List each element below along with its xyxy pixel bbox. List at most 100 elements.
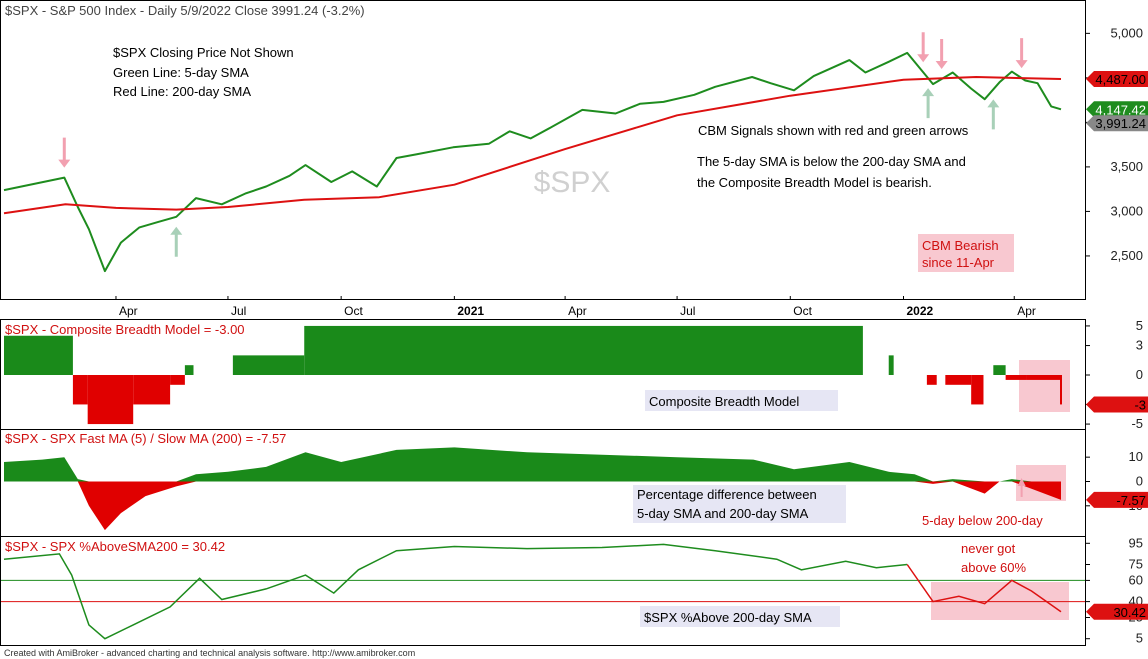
price-panel-title: $SPX - S&P 500 Index - Daily 5/9/2022 Cl…	[5, 3, 365, 18]
badge-pct-above-label: 30.42	[1113, 605, 1146, 620]
cbm-step-17	[993, 365, 1006, 375]
x-tick-label-0: Apr	[119, 304, 138, 318]
badge-sma5-shape	[1086, 101, 1148, 118]
x-tick-label-4: Apr	[568, 304, 587, 318]
cbm-step-18	[1005, 375, 1027, 380]
cbm-label-bg	[645, 390, 838, 411]
cbm-step-3	[133, 375, 171, 405]
cbm-step-1	[72, 375, 88, 405]
bearish-box	[918, 234, 1014, 272]
price-watermark: $SPX	[534, 166, 611, 199]
ma-diff-negative-area	[4, 481, 1061, 531]
down-arrow-0	[58, 137, 71, 168]
desc-line-1: The 5-day SMA is below the 200-day SMA a…	[697, 154, 966, 169]
pct-above-line-red	[906, 564, 1062, 613]
ma-diff-label-1: Percentage difference between	[637, 487, 817, 502]
y-tick-label-1-2: 0	[1136, 367, 1143, 382]
badge-ma-diff-label: -7.57	[1116, 493, 1146, 508]
y-tick-label-1-4: -5	[1131, 416, 1143, 431]
pct-above-label: $SPX %Above 200-day SMA	[644, 610, 812, 625]
badge-close-shape	[1086, 115, 1148, 132]
ma-diff-note: 5-day below 200-day	[922, 513, 1043, 528]
pct-above-highlight-box	[931, 582, 1069, 620]
pct-above-line-green	[3, 543, 908, 640]
x-tick-label-3: 2021	[457, 304, 484, 318]
badge-sma5-label: 4,147.42	[1095, 102, 1146, 117]
pct-above-label-bg	[640, 606, 840, 627]
bearish-line-2: since 11-Apr	[922, 255, 995, 270]
y-tick-label-0-0: 2,500	[1110, 248, 1143, 263]
y-tick-label-1-1: 3	[1136, 338, 1143, 353]
legend-line-1: $SPX Closing Price Not Shown	[113, 45, 294, 60]
cbm-step-7	[232, 355, 305, 375]
x-tick-label-5: Jul	[680, 304, 695, 318]
sma200-line	[3, 76, 1062, 215]
cbm-step-12	[926, 375, 937, 385]
cbm-step-2	[87, 375, 134, 425]
y-tick-label-3-2: 60	[1129, 572, 1143, 587]
pct-above-y-axis: 95756040255	[1085, 535, 1143, 646]
badge-close-label: 3,991.24	[1095, 116, 1146, 131]
x-tick-label-8: Apr	[1017, 304, 1036, 318]
cbm-panel-title: $SPX - Composite Breadth Model = -3.00	[5, 322, 245, 337]
x-tick-label-2: Oct	[344, 304, 363, 318]
badge-sma200-shape	[1086, 71, 1148, 88]
cbm-step-14	[945, 375, 972, 385]
up-arrow-6	[987, 99, 1000, 130]
x-tick-label-1: Jul	[231, 304, 246, 318]
signals-note: CBM Signals shown with red and green arr…	[698, 123, 969, 138]
y-tick-label-0-5: 5,000	[1110, 25, 1143, 40]
signal-arrows	[58, 32, 1028, 497]
cbm-step-10	[888, 355, 894, 375]
cbm-step-15	[971, 375, 984, 405]
desc-line-2: the Composite Breadth Model is bearish.	[697, 175, 932, 190]
x-axis: Apr Jul Oct 2021 Apr Jul Oct 2022 Apr	[115, 296, 1036, 318]
cbm-area-fill	[4, 325, 1062, 425]
badge-pct-above-shape	[1086, 603, 1148, 620]
x-tick-label-6: Oct	[793, 304, 812, 318]
cbm-step-5	[184, 365, 194, 375]
ma-diff-panel-title: $SPX - SPX Fast MA (5) / Slow MA (200) =…	[5, 431, 286, 446]
legend-line-2: Green Line: 5-day SMA	[113, 65, 249, 80]
pct-above-panel	[0, 536, 1086, 646]
y-tick-label-3-1: 75	[1129, 557, 1143, 572]
badge-ma-diff-shape	[1086, 491, 1148, 508]
pct-note-1: never got	[961, 541, 1016, 556]
price-panel	[0, 0, 1086, 300]
pct-above-panel-title: $SPX - SPX %AboveSMA200 = 30.42	[5, 539, 225, 554]
cbm-step-0	[4, 335, 73, 375]
sma5-line	[3, 51, 1062, 273]
pct-above-series-line	[3, 543, 1062, 640]
price-series-lines	[3, 51, 1062, 273]
down-arrow-2	[917, 32, 930, 63]
cbm-highlight-box	[1019, 360, 1070, 412]
cbm-step-8	[304, 325, 863, 375]
pct-note-2: above 60%	[961, 560, 1026, 575]
down-arrow-4	[1015, 38, 1028, 69]
cbm-y-axis: 5 3 0 -3 -5	[1085, 318, 1143, 431]
x-tick-label-7: 2022	[906, 304, 933, 318]
y-tick-label-3-5: 5	[1136, 631, 1143, 646]
cbm-label: Composite Breadth Model	[649, 394, 799, 409]
y-tick-label-3-0: 95	[1129, 535, 1143, 550]
ma-diff-label-bg	[633, 485, 846, 523]
up-arrow-5	[922, 88, 935, 119]
ma-diff-positive-area	[4, 447, 1061, 482]
pct-above-reference-lines	[1, 579, 1085, 603]
ma-diff-label-2: 5-day SMA and 200-day SMA	[637, 506, 809, 521]
legend-line-3: Red Line: 200-day SMA	[113, 84, 251, 99]
y-tick-label-0-2: 3,500	[1110, 159, 1143, 174]
bearish-line-1: CBM Bearish	[922, 238, 999, 253]
y-tick-label-2-1: 0	[1136, 473, 1143, 488]
ma-diff-area-fill	[4, 447, 1061, 531]
ma-diff-up-arrow	[1017, 478, 1026, 497]
cbm-step-19	[1026, 375, 1061, 380]
y-tick-label-1-0: 5	[1136, 318, 1143, 333]
down-arrow-3	[935, 39, 948, 70]
badge-cbm-label: -3	[1134, 397, 1146, 412]
badge-sma200-label: 4,487.00	[1095, 72, 1146, 87]
y-tick-label-0-1: 3,000	[1110, 203, 1143, 218]
up-arrow-1	[170, 226, 183, 257]
